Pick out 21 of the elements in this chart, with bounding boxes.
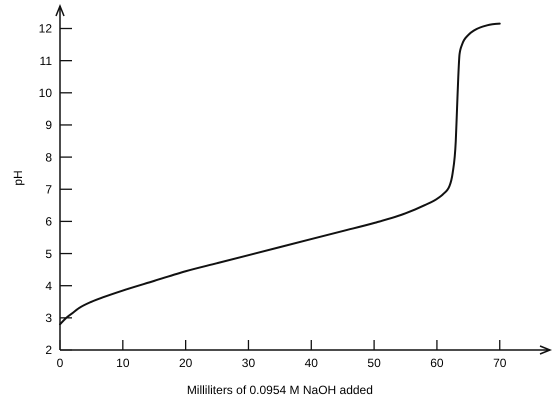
y-tick-label: 2: [45, 343, 52, 358]
x-tick-label: 30: [242, 356, 256, 370]
x-tick-label: 70: [493, 356, 507, 370]
y-tick-label: 6: [45, 214, 52, 229]
y-tick-label: 9: [45, 118, 52, 132]
y-tick-label: 7: [45, 182, 52, 196]
y-tick-label: 11: [40, 54, 52, 68]
y-axis-title: pH: [11, 170, 25, 186]
y-tick-label: 4: [45, 278, 52, 293]
x-tick-label: 20: [178, 356, 193, 370]
y-tick-label: 12: [38, 22, 52, 36]
y-tick-label: 5: [45, 246, 52, 261]
x-tick-label: 0: [56, 356, 64, 370]
x-axis-title: Milliliters of 0.0954 M NaOH added: [186, 383, 373, 397]
y-tick-label: 8: [45, 150, 52, 164]
x-tick-label: 60: [430, 356, 444, 370]
y-tick-label: 10: [38, 86, 52, 100]
x-tick-label: 40: [304, 356, 318, 370]
y-tick-label: 3: [45, 311, 52, 326]
x-tick-label: 50: [367, 356, 382, 370]
x-tick-label: 10: [116, 356, 130, 370]
